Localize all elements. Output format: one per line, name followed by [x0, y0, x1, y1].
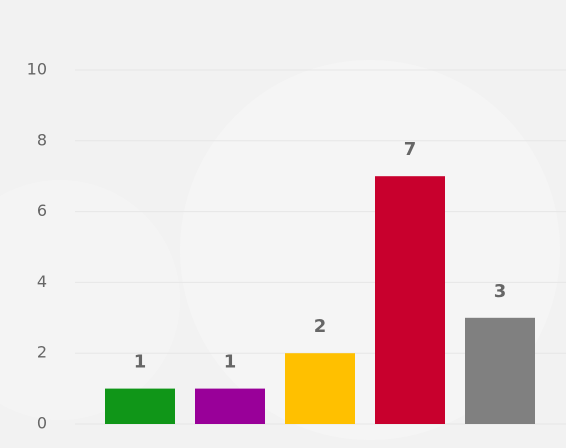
data-label: 7: [404, 139, 417, 160]
y-tick-label: 8: [37, 130, 47, 149]
data-label: 3: [494, 281, 507, 302]
bar: [285, 353, 355, 424]
data-label: 2: [314, 316, 327, 337]
data-label: 1: [224, 352, 237, 373]
bar: [465, 317, 535, 424]
y-tick-label: 0: [37, 414, 47, 433]
data-label: 1: [134, 352, 147, 373]
y-tick-label: 10: [27, 60, 47, 79]
background-decoration: [0, 180, 180, 420]
bar: [105, 388, 175, 424]
y-tick-label: 2: [37, 343, 47, 362]
bar: [195, 388, 265, 424]
y-tick-label: 4: [37, 272, 47, 291]
y-tick-label: 6: [37, 201, 47, 220]
bar: [375, 176, 445, 424]
